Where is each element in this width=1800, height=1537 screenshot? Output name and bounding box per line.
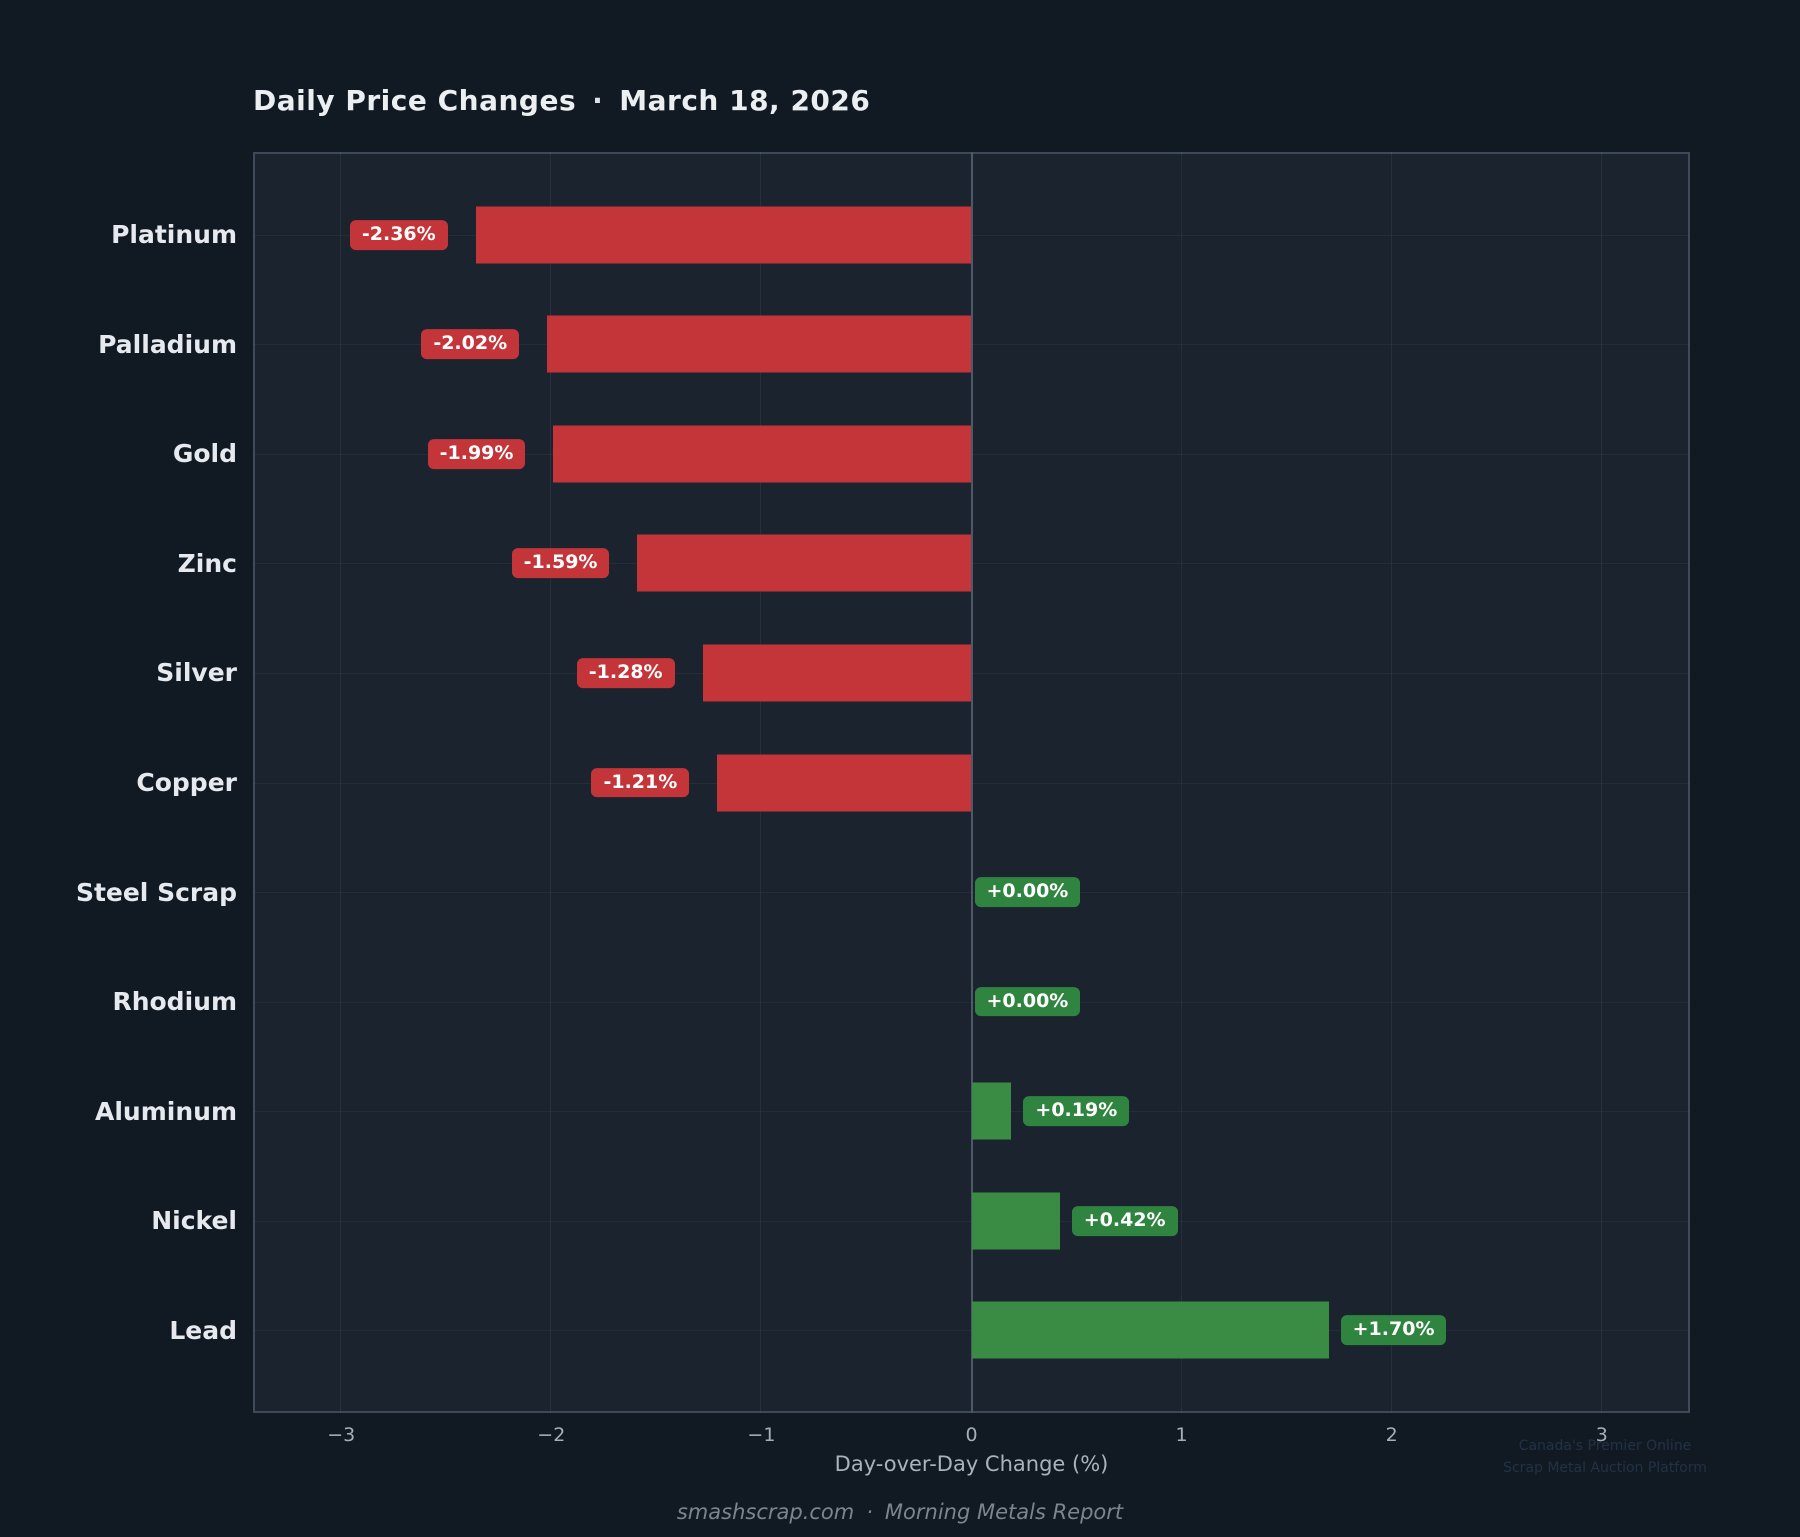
- category-row: Silver: [0, 618, 237, 728]
- category-row: Rhodium: [0, 947, 237, 1057]
- gridline-horizontal: [253, 344, 1690, 346]
- gridline-horizontal: [253, 453, 1690, 455]
- bar-row-zinc: -1.59%: [253, 509, 1690, 619]
- gridline-horizontal: [253, 234, 1690, 236]
- category-label: Zinc: [177, 548, 237, 578]
- watermark-line2: Scrap Metal Auction Platform: [1503, 1459, 1707, 1476]
- category-label: Gold: [172, 439, 237, 469]
- x-tick-label: −1: [747, 1424, 776, 1446]
- category-row: Nickel: [0, 1166, 237, 1276]
- category-row: Copper: [0, 728, 237, 838]
- category-label: Platinum: [111, 220, 237, 250]
- category-label: Aluminum: [95, 1096, 237, 1126]
- x-tick-label: 0: [965, 1424, 978, 1446]
- value-badge: -1.99%: [427, 438, 526, 469]
- value-badge: -2.02%: [421, 329, 520, 360]
- footer-site: smashscrap.com: [676, 1500, 855, 1524]
- bar-row-nickel: +0.42%: [253, 1166, 1690, 1276]
- value-badge: -1.28%: [576, 658, 675, 688]
- gridline-vertical: [1600, 152, 1602, 1413]
- y-axis-category-labels: Platinum Palladium Gold Zinc Silver Copper Ste…: [0, 152, 237, 1413]
- bar-row-steel-scrap: +0.00%: [253, 837, 1690, 947]
- category-label: Copper: [136, 768, 237, 797]
- value-badge: +0.42%: [1071, 1205, 1178, 1236]
- watermark: Canada's Premier Online Scrap Metal Auct…: [1455, 1436, 1755, 1479]
- bar-row-palladium: -2.02%: [253, 290, 1690, 400]
- gridline-horizontal: [253, 782, 1690, 784]
- value-badge: -1.59%: [511, 548, 610, 579]
- category-row: Lead: [0, 1275, 237, 1385]
- x-tick-label: 3: [1595, 1424, 1608, 1446]
- x-tick-label: 2: [1385, 1424, 1398, 1446]
- bar-row-aluminum: +0.19%: [253, 1056, 1690, 1166]
- bar-row-copper: -1.21%: [253, 728, 1690, 838]
- chart-date: March 18, 2026: [619, 84, 871, 117]
- x-tick-label: −3: [327, 1424, 356, 1446]
- watermark-line1: Canada's Premier Online: [1518, 1438, 1692, 1454]
- footer-report: Morning Metals Report: [884, 1500, 1124, 1524]
- category-row: Steel Scrap: [0, 837, 237, 947]
- bar-row-lead: +1.70%: [253, 1275, 1690, 1385]
- gridline-vertical: [1180, 152, 1182, 1413]
- gridline-horizontal: [253, 892, 1690, 894]
- bar: [547, 315, 972, 373]
- category-row: Aluminum: [0, 1056, 237, 1166]
- bar-row-rhodium: +0.00%: [253, 947, 1690, 1057]
- category-label: Silver: [156, 658, 237, 688]
- chart-title-text: Daily Price Changes: [253, 84, 577, 117]
- value-badge: +0.00%: [974, 986, 1081, 1017]
- footer: smashscrap.com · Morning Metals Report: [0, 1500, 1800, 1524]
- bar: [717, 754, 972, 811]
- x-axis-ticks: −3 −2 −1 0 1 2 3: [253, 1424, 1690, 1450]
- bar: [475, 206, 972, 264]
- bar: [971, 1082, 1012, 1140]
- category-row: Palladium: [0, 290, 237, 400]
- gridline-horizontal: [253, 1001, 1690, 1003]
- value-badge: -1.21%: [591, 767, 690, 798]
- bar: [971, 1301, 1329, 1359]
- category-label: Nickel: [151, 1206, 237, 1236]
- x-tick-label: 1: [1175, 1424, 1188, 1446]
- category-label: Palladium: [98, 329, 237, 359]
- category-row: Gold: [0, 399, 237, 509]
- gridline-vertical: [550, 152, 552, 1413]
- value-badge: -2.36%: [349, 219, 448, 250]
- gridline-vertical: [1390, 152, 1392, 1413]
- category-row: Platinum: [0, 180, 237, 290]
- footer-separator: ·: [866, 1500, 873, 1524]
- bar-row-silver: -1.28%: [253, 618, 1690, 728]
- x-axis-label: Day-over-Day Change (%): [834, 1452, 1109, 1476]
- bar: [553, 425, 972, 483]
- zero-line: [970, 152, 973, 1413]
- plot-area: -2.36% -2.02% -1.99% -1.59% -1.28% -1.21% +0.0…: [253, 152, 1690, 1413]
- value-badge: +0.00%: [974, 877, 1081, 907]
- bar-rows: -2.36% -2.02% -1.99% -1.59% -1.28% -1.21% +0.0…: [253, 152, 1690, 1413]
- bar-row-gold: -1.99%: [253, 399, 1690, 509]
- chart-title: Daily Price Changes · March 18, 2026: [253, 84, 870, 117]
- gridline-horizontal: [253, 672, 1690, 674]
- gridline-horizontal: [253, 563, 1690, 565]
- value-badge: +1.70%: [1340, 1315, 1447, 1346]
- category-label: Steel Scrap: [75, 877, 237, 907]
- value-badge: +0.19%: [1023, 1096, 1130, 1127]
- bar: [702, 644, 972, 702]
- category-label: Lead: [169, 1315, 237, 1345]
- category-label: Rhodium: [112, 987, 237, 1017]
- category-row: Zinc: [0, 509, 237, 619]
- bar: [637, 534, 972, 592]
- bar: [971, 1192, 1060, 1250]
- bar-row-platinum: -2.36%: [253, 180, 1690, 290]
- gridline-vertical: [340, 152, 342, 1413]
- title-separator: ·: [592, 84, 604, 117]
- x-tick-label: −2: [537, 1424, 566, 1446]
